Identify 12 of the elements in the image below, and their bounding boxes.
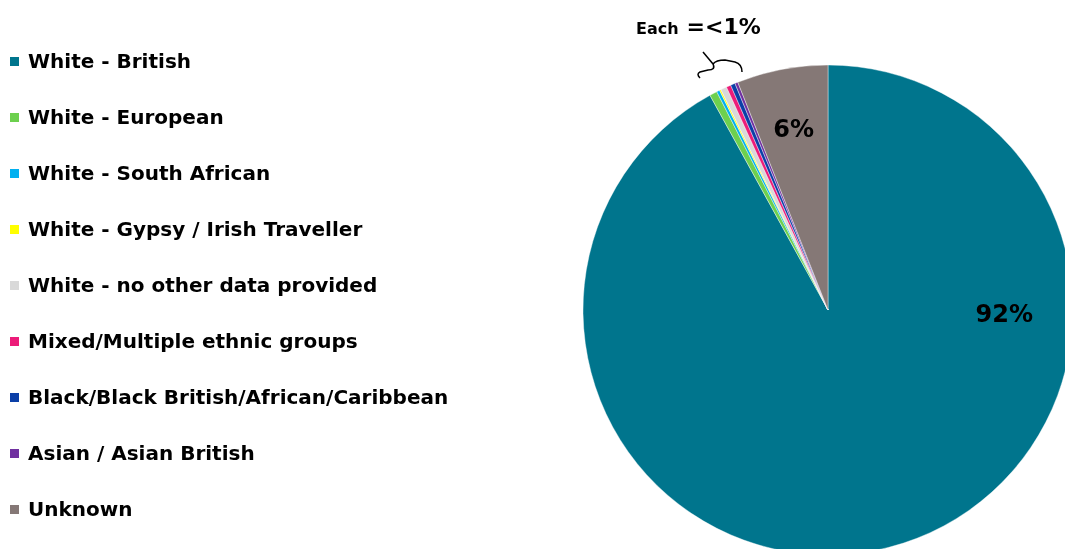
- legend-label: Unknown: [28, 496, 133, 521]
- legend-label: Asian / Asian British: [28, 440, 255, 465]
- data-label: 6%: [773, 114, 814, 143]
- data-label: 92%: [975, 300, 1034, 329]
- legend-label: White - no other data provided: [28, 272, 378, 297]
- text: Each =<1%: [636, 14, 761, 39]
- legend-label: Black/Black British/African/Caribbean: [28, 384, 449, 409]
- legend-label: White - European: [28, 104, 224, 129]
- legend-label: White - British: [28, 48, 192, 73]
- legend-label: White - Gypsy / Irish Traveller: [28, 216, 363, 241]
- legend-label: White - South African: [28, 160, 271, 185]
- legend-label: Mixed/Multiple ethnic groups: [28, 328, 358, 353]
